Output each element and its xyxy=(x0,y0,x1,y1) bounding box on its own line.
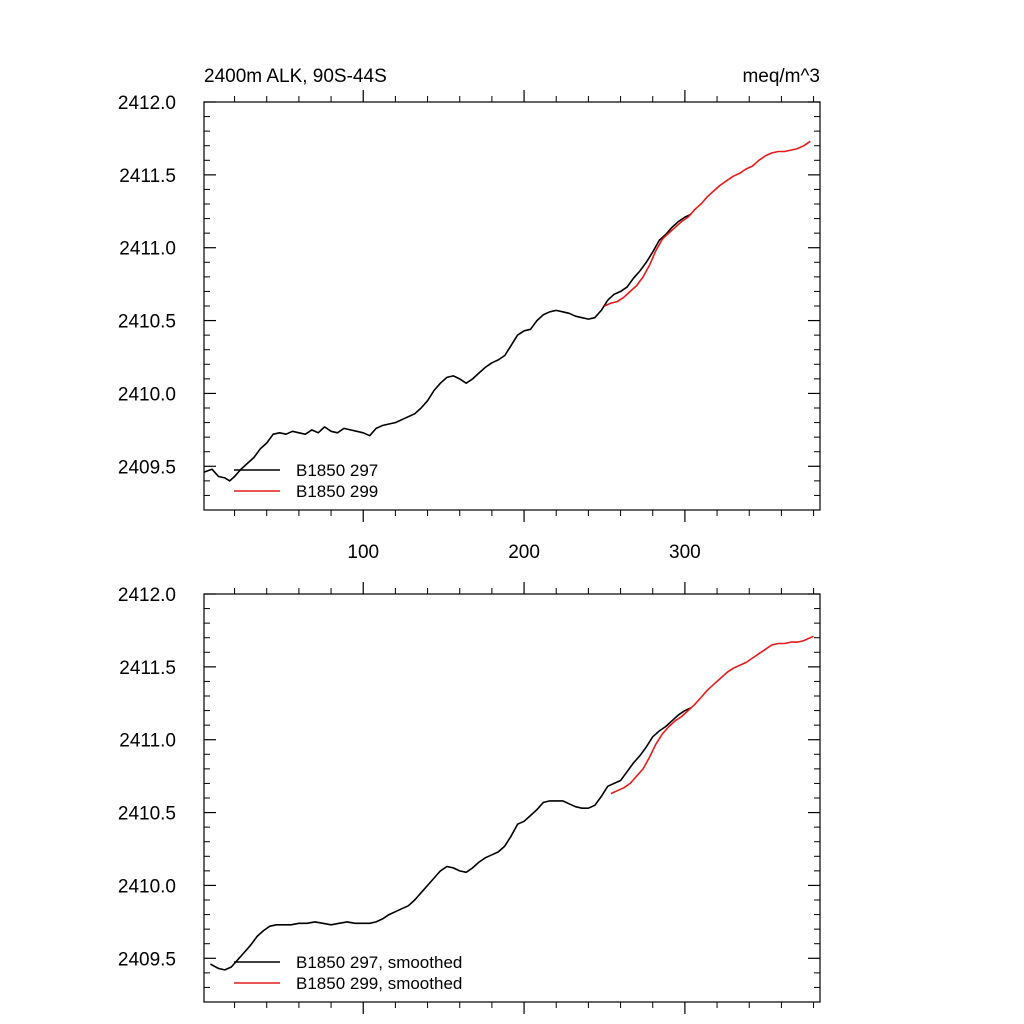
y-tick-labels: 2409.5 2410.0 2410.5 2411.0 2411.5 2412.0 xyxy=(118,585,176,970)
x-tick-labels: 100 200 300 xyxy=(347,542,700,563)
y-tick-label: 2411.5 xyxy=(119,658,176,679)
series-line-2 xyxy=(604,140,811,307)
x-tick-label: 200 xyxy=(508,542,540,563)
y-tick-label: 2411.5 xyxy=(119,166,176,187)
plot-frame xyxy=(203,593,821,1003)
y-tick-label: 2409.5 xyxy=(118,457,176,478)
y-tick-labels: 2409.5 2410.0 2410.5 2411.0 2411.5 2412.0 xyxy=(118,93,176,478)
chart-title: 2400m ALK, 90S-44S xyxy=(204,66,387,87)
series-lines xyxy=(203,140,811,482)
top-panel: 2400m ALK, 90S-44S meq/m^3 2409.52410.02… xyxy=(118,66,821,563)
y-tick-label: 2409.5 xyxy=(118,949,176,970)
tick-marks xyxy=(204,90,820,522)
series-lines xyxy=(210,635,814,971)
series-line-1 xyxy=(203,213,692,482)
legend-label: B1850 297, smoothed xyxy=(296,953,462,972)
series-line-2 xyxy=(610,635,814,795)
legend-label: B1850 299, smoothed xyxy=(296,974,462,993)
x-tick-label: 100 xyxy=(347,542,379,563)
legend: B1850 297 B1850 299 xyxy=(234,461,378,501)
series-line-1 xyxy=(210,706,692,971)
x-tick-label: 300 xyxy=(669,542,701,563)
y-tick-label: 2411.0 xyxy=(119,239,176,260)
y-tick-label: 2410.0 xyxy=(118,876,176,897)
y-tick-label: 2411.0 xyxy=(119,731,176,752)
legend-label: B1850 297 xyxy=(296,461,378,480)
bottom-panel: 2409.5 2410.0 2410.5 2411.0 2411.5 2412.0 B18… xyxy=(118,582,821,1014)
legend: B1850 297, smoothed B1850 299, smoothed xyxy=(234,953,462,993)
y-tick-label: 2412.0 xyxy=(118,93,176,114)
y-tick-label: 2410.5 xyxy=(118,312,176,333)
legend-label: B1850 299 xyxy=(296,482,378,501)
y-tick-label: 2410.0 xyxy=(118,384,176,405)
units-label: meq/m^3 xyxy=(742,66,820,87)
tick-marks xyxy=(204,582,820,1014)
y-tick-label: 2410.5 xyxy=(118,804,176,825)
y-tick-label: 2412.0 xyxy=(118,585,176,606)
plot-frame xyxy=(203,101,821,511)
